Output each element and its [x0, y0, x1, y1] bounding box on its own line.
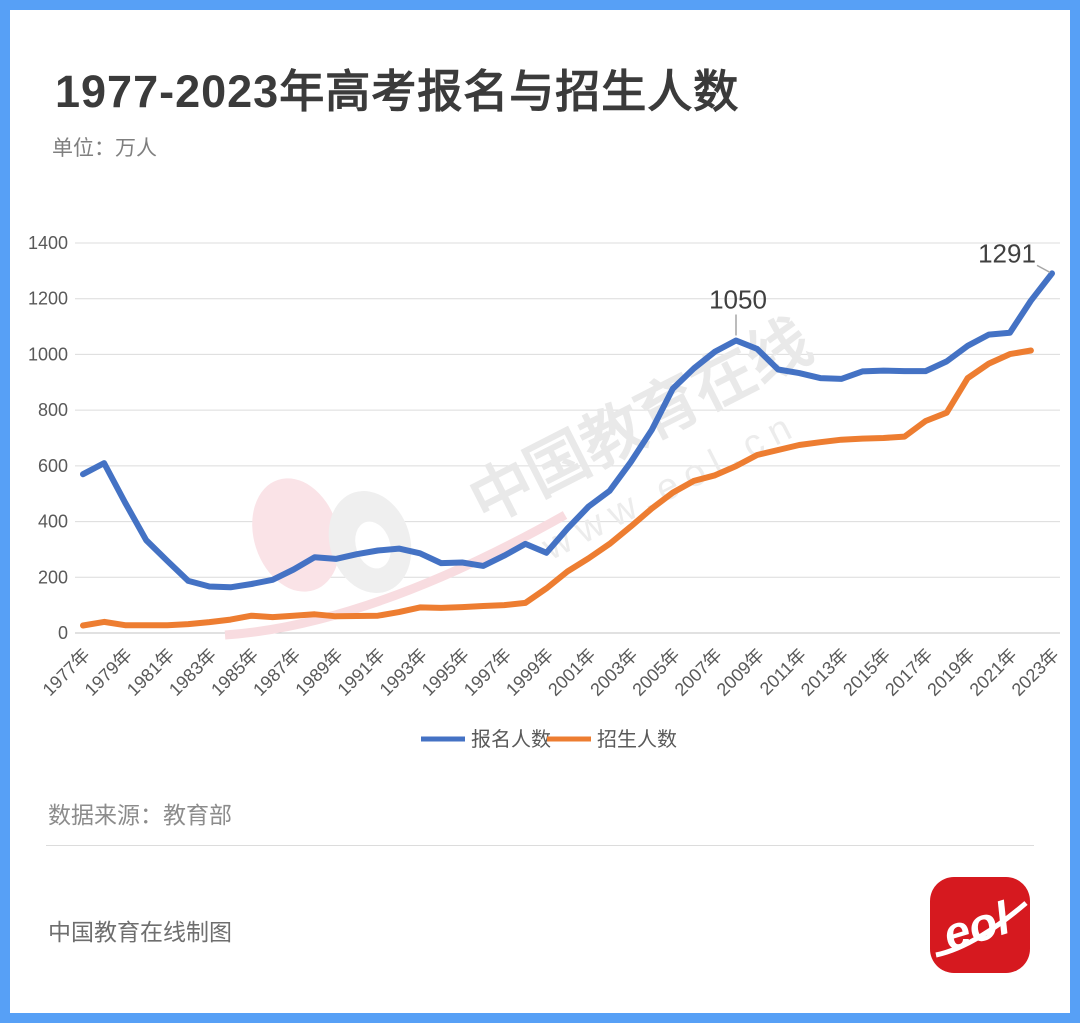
- y-axis-label: 1200: [28, 289, 68, 309]
- annotations: 1050 1291: [709, 238, 1051, 336]
- eol-logo-svg: eol: [930, 877, 1030, 973]
- divider: [46, 845, 1034, 846]
- chart-title: 1977-2023年高考报名与招生人数: [55, 66, 740, 118]
- legend-label: 报名人数: [471, 728, 551, 751]
- annotation-label: 1050: [709, 285, 767, 315]
- watermark-logo-swoosh: [224, 511, 568, 640]
- credit-text: 中国教育在线制图: [48, 919, 232, 945]
- x-axis-label: 2009年: [713, 645, 768, 700]
- unit-label: 单位：万人: [52, 137, 157, 160]
- y-axis-label: 600: [38, 456, 68, 476]
- watermark-logo-blob: [252, 478, 340, 592]
- y-axis-label: 1400: [28, 233, 68, 253]
- annotation-label: 1291: [978, 238, 1036, 268]
- series-line-0: [80, 270, 1055, 591]
- x-axis-label: 2023年: [1008, 645, 1063, 700]
- y-axis-label: 400: [38, 512, 68, 532]
- legend-label: 招生人数: [597, 728, 677, 751]
- watermark-logo-blob: [355, 521, 391, 569]
- line-chart: 中国教育在线 www.eol.cn 0 200 400 600 800 1000 1200 140…: [10, 170, 1070, 770]
- eol-logo: eol: [930, 877, 1030, 973]
- x-axis-labels: 1977年1979年1981年1983年1985年1987年1989年1991年…: [39, 645, 1063, 700]
- gridlines: [75, 242, 1060, 634]
- logo-swoosh-icon: [935, 901, 1028, 958]
- y-axis-label: 1000: [28, 344, 68, 364]
- y-axis-label: 800: [38, 400, 68, 420]
- data-source: 数据来源：教育部: [48, 802, 232, 828]
- y-axis-label: 200: [38, 567, 68, 587]
- series-line-1: [80, 347, 1034, 629]
- y-axis-labels: 0 200 400 600 800 1000 1200 1400: [28, 233, 68, 643]
- legend: 报名人数 招生人数: [421, 728, 677, 751]
- y-axis-label: 0: [58, 623, 68, 643]
- annotation-leader: [1036, 264, 1051, 274]
